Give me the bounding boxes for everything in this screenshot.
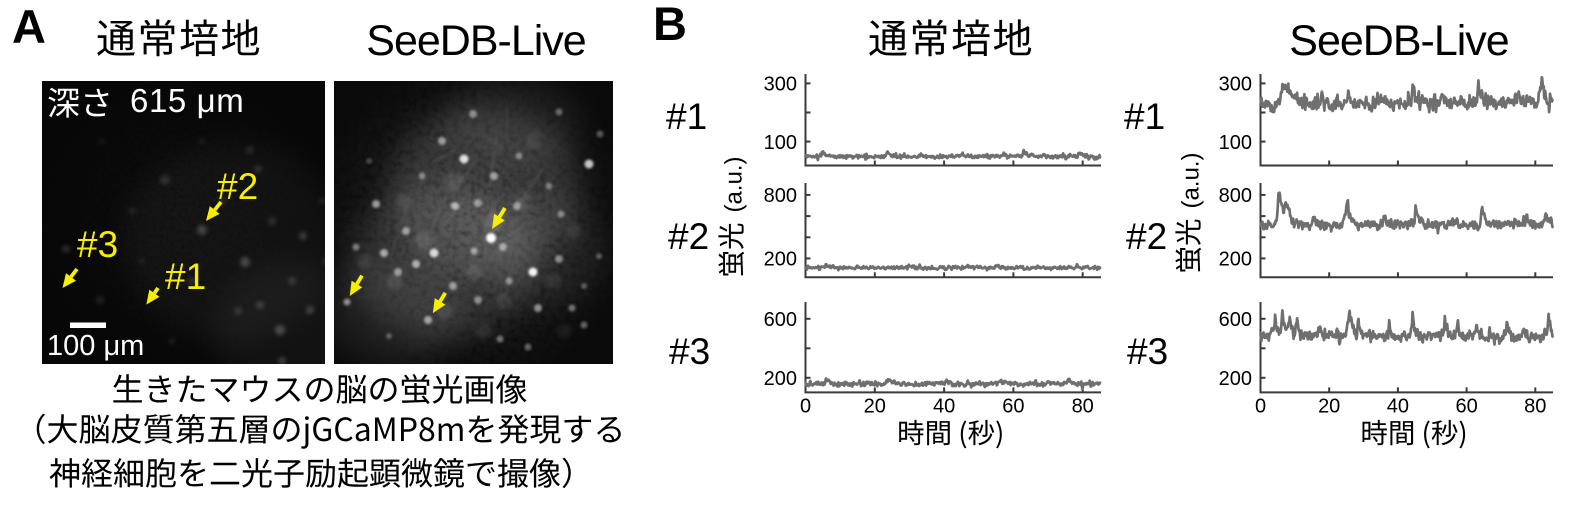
svg-text:A: A [12,0,46,53]
svg-text:#3: #3 [1127,331,1168,372]
svg-text:#2: #2 [668,216,709,257]
svg-text:#1: #1 [666,96,707,137]
svg-text:800: 800 [764,185,797,207]
svg-text:100 μm: 100 μm [47,330,144,362]
svg-text:200: 200 [764,249,797,271]
svg-text:300: 300 [1219,74,1252,96]
svg-text:40: 40 [1387,395,1409,417]
svg-text:600: 600 [764,309,797,331]
svg-text:SeeDB-Live: SeeDB-Live [1289,17,1508,65]
svg-text:0: 0 [800,395,811,417]
svg-text:#3: #3 [77,224,118,265]
svg-text:200: 200 [764,368,797,390]
svg-text:B: B [653,0,687,50]
svg-text:0: 0 [1255,395,1266,417]
svg-text:20: 20 [864,395,886,417]
svg-text:100: 100 [764,132,797,154]
svg-text:60: 60 [1002,395,1024,417]
svg-text:300: 300 [764,74,797,96]
svg-text:600: 600 [1219,309,1252,331]
svg-text:20: 20 [1318,395,1340,417]
svg-text:80: 80 [1072,395,1094,417]
svg-text:200: 200 [1219,249,1252,271]
svg-text:#2: #2 [217,166,258,207]
svg-text:#1: #1 [165,256,206,297]
svg-text:800: 800 [1219,185,1252,207]
svg-text:#2: #2 [1126,216,1167,257]
svg-text:200: 200 [1219,368,1252,390]
svg-text:SeeDB-Live: SeeDB-Live [366,17,585,65]
svg-text:615 μm: 615 μm [130,82,244,119]
svg-text:#1: #1 [1124,96,1165,137]
svg-text:80: 80 [1524,395,1546,417]
svg-text:60: 60 [1455,395,1477,417]
svg-text:#3: #3 [669,331,710,372]
svg-text:40: 40 [933,395,955,417]
svg-text:100: 100 [1219,132,1252,154]
